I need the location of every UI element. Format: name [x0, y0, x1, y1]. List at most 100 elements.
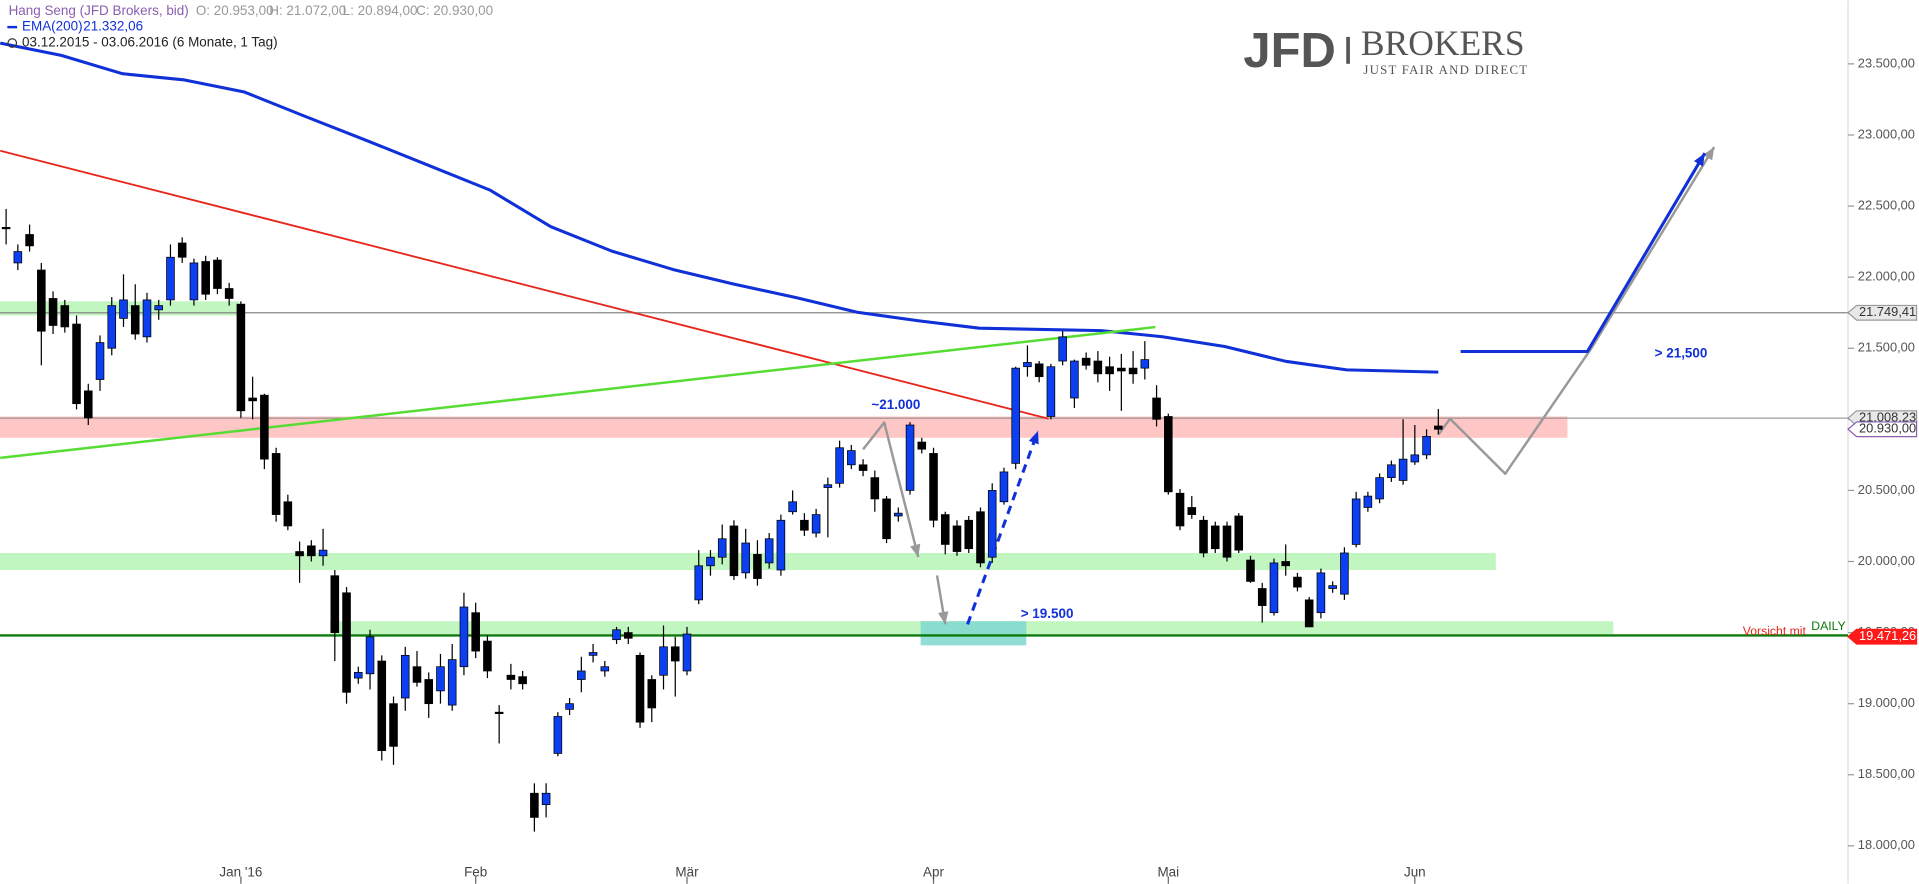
arrowhead — [938, 611, 949, 625]
candle-body — [612, 629, 621, 641]
price-tag — [1847, 421, 1918, 438]
candle-body — [835, 447, 844, 484]
y-tick-label: 18.000,00 — [1858, 837, 1915, 852]
logo-tagline: JUST FAIR AND DIRECT — [1363, 63, 1528, 77]
candle-body — [201, 261, 210, 295]
candle-body — [929, 453, 938, 521]
candle-body — [189, 262, 199, 301]
candle-body — [107, 305, 117, 349]
y-tick-label: 20.500,00 — [1858, 482, 1915, 497]
period: 03.12.2015 - 03.06.2016 (6 Monate, 1 Tag… — [22, 35, 278, 50]
candle-body — [1363, 495, 1373, 508]
candle-body — [166, 256, 175, 301]
candle-body — [1140, 359, 1150, 369]
candle-body — [424, 679, 434, 705]
candle-body — [624, 632, 633, 639]
y-tick-label: 18.500,00 — [1858, 766, 1915, 781]
candle-body — [1257, 588, 1267, 606]
annotation: > 21,500 — [1655, 345, 1708, 360]
price-tag-label: 20.930,00 — [1859, 421, 1916, 436]
candle-body — [447, 659, 457, 706]
candle-body — [1328, 585, 1337, 589]
candle-body — [706, 556, 715, 567]
candle-body — [83, 390, 93, 419]
candle-body — [37, 269, 46, 332]
candle-body — [811, 514, 821, 534]
candle-body — [354, 672, 363, 679]
arrowhead — [1028, 430, 1039, 445]
candle-body — [976, 511, 985, 564]
ohlc: L: 20.894,00 — [343, 3, 418, 18]
ohlc: C: 20.930,00 — [416, 3, 493, 18]
x-tick-label: Mär — [675, 864, 699, 879]
x-tick-label: Feb — [464, 864, 487, 879]
candle-body — [1340, 552, 1349, 595]
price-tag-label: 19.471,26 — [1859, 628, 1916, 643]
candle-body — [60, 305, 70, 328]
y-tick-label: 21.500,00 — [1858, 340, 1915, 355]
candle-body — [999, 471, 1009, 503]
candle-body — [588, 652, 598, 656]
candle-body — [1187, 507, 1197, 515]
candle-body — [659, 646, 668, 676]
annotation: DAILY — [1811, 619, 1845, 633]
candle-body — [377, 660, 387, 751]
overlay-line — [0, 41, 1439, 374]
candle-body — [518, 676, 527, 685]
candle-body — [307, 545, 316, 557]
candle-body — [647, 679, 657, 709]
candle-body — [400, 654, 410, 699]
candle-body — [48, 298, 58, 326]
candle-body — [870, 477, 880, 500]
candle-body — [213, 259, 222, 289]
candle-body — [717, 538, 727, 558]
overlay-line — [1437, 146, 1716, 476]
candle-body — [800, 519, 809, 531]
candle-body — [1164, 416, 1173, 493]
candle-body — [1375, 477, 1384, 500]
candle-body — [670, 646, 680, 662]
zone — [920, 621, 1027, 646]
candle-body — [295, 551, 304, 557]
candle-body — [987, 490, 997, 558]
price-tag — [1847, 304, 1918, 321]
candle-body — [177, 242, 187, 258]
ohlc: H: 21.072,00 — [269, 3, 346, 18]
candle-body — [154, 305, 164, 311]
overlay-line — [0, 325, 1156, 460]
candle-body — [1293, 576, 1302, 588]
candle-body — [494, 711, 504, 714]
candle-body — [25, 234, 34, 247]
candle-body — [318, 549, 328, 557]
candle-body — [635, 654, 645, 723]
candle-body — [917, 441, 927, 450]
overlay-line — [0, 149, 1049, 420]
candle-body — [436, 666, 445, 692]
candle-body — [741, 542, 750, 574]
candle-body — [236, 303, 246, 412]
candle-body — [224, 288, 234, 299]
candle-body — [1, 227, 11, 230]
candle-body — [847, 450, 856, 466]
candle-body — [389, 703, 398, 747]
x-tick-label: Mai — [1157, 864, 1179, 879]
candle-body — [577, 670, 586, 680]
candle-body — [682, 633, 692, 672]
candle-body — [119, 299, 128, 319]
candle-body — [964, 519, 974, 550]
candle-body — [1304, 599, 1314, 628]
candle-body — [142, 299, 152, 338]
candle-body — [283, 501, 293, 527]
candle-body — [1117, 367, 1126, 372]
candle-body — [1128, 367, 1138, 375]
x-tick-label: Apr — [923, 864, 944, 879]
price-tag-label: 21.749,41 — [1859, 304, 1916, 319]
candle-body — [72, 323, 81, 405]
logo: JFD — [1243, 24, 1335, 78]
candle-body — [952, 525, 962, 552]
candle-body — [764, 538, 774, 564]
y-tick-label: 19.000,00 — [1858, 695, 1915, 710]
candle-body — [1058, 336, 1067, 362]
chart-title: Hang Seng (JFD Brokers, bid) — [9, 3, 189, 18]
candle-body — [1246, 559, 1255, 582]
